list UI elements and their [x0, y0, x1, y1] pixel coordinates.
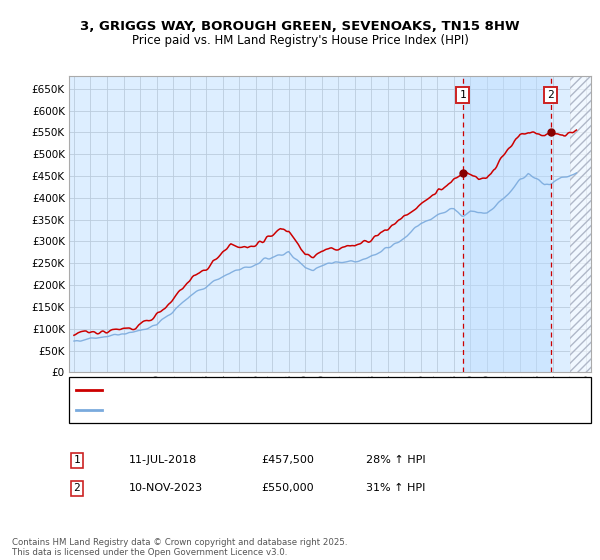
Text: 11-JUL-2018: 11-JUL-2018 [129, 455, 197, 465]
Text: Price paid vs. HM Land Registry's House Price Index (HPI): Price paid vs. HM Land Registry's House … [131, 34, 469, 46]
Text: HPI: Average price, semi-detached house, Tonbridge and Malling: HPI: Average price, semi-detached house,… [107, 405, 428, 415]
Text: 3, GRIGGS WAY, BOROUGH GREEN, SEVENOAKS, TN15 8HW (semi-detached house): 3, GRIGGS WAY, BOROUGH GREEN, SEVENOAKS,… [107, 385, 523, 395]
Text: 3, GRIGGS WAY, BOROUGH GREEN, SEVENOAKS, TN15 8HW: 3, GRIGGS WAY, BOROUGH GREEN, SEVENOAKS,… [80, 20, 520, 32]
Text: 31% ↑ HPI: 31% ↑ HPI [366, 483, 425, 493]
Text: 1: 1 [73, 455, 80, 465]
Text: 2: 2 [73, 483, 80, 493]
Text: 28% ↑ HPI: 28% ↑ HPI [366, 455, 425, 465]
Text: Contains HM Land Registry data © Crown copyright and database right 2025.
This d: Contains HM Land Registry data © Crown c… [12, 538, 347, 557]
Text: 2: 2 [547, 90, 554, 100]
Text: 10-NOV-2023: 10-NOV-2023 [129, 483, 203, 493]
Text: £550,000: £550,000 [261, 483, 314, 493]
Text: 1: 1 [459, 90, 466, 100]
Text: £457,500: £457,500 [261, 455, 314, 465]
